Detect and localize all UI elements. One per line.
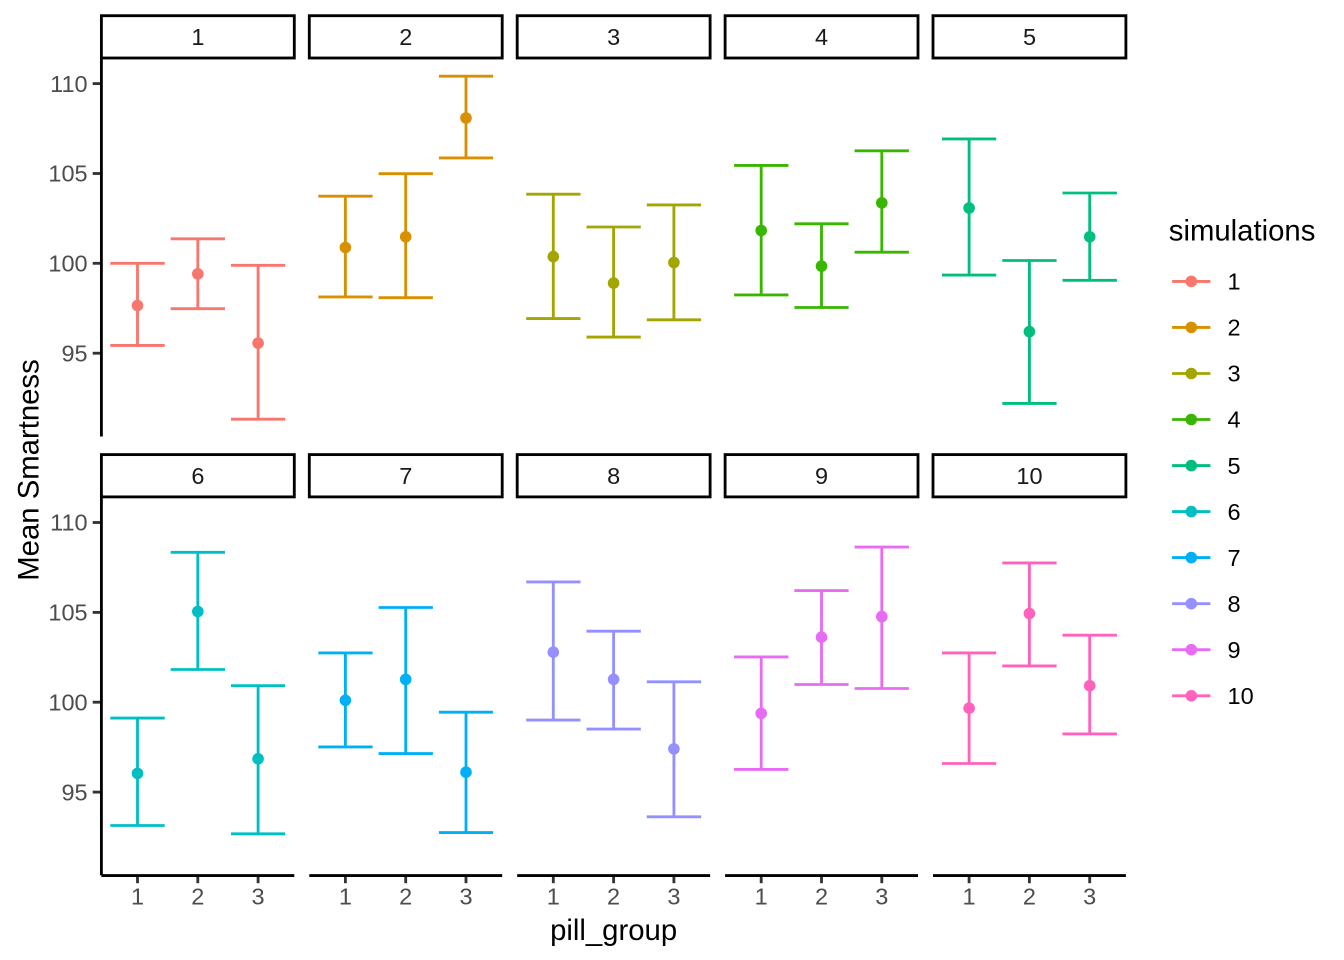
- svg-text:3: 3: [1228, 361, 1241, 387]
- svg-text:1: 1: [1228, 269, 1241, 295]
- svg-text:5: 5: [1023, 24, 1036, 50]
- svg-text:3: 3: [875, 884, 888, 910]
- svg-text:4: 4: [815, 24, 828, 50]
- svg-text:Mean Smartness: Mean Smartness: [12, 359, 45, 580]
- svg-text:2: 2: [815, 884, 828, 910]
- svg-text:6: 6: [191, 463, 204, 489]
- svg-text:7: 7: [399, 463, 412, 489]
- svg-text:10: 10: [1228, 683, 1254, 709]
- svg-text:2: 2: [399, 884, 412, 910]
- svg-text:8: 8: [1228, 591, 1241, 617]
- svg-text:pill_group: pill_group: [550, 914, 677, 947]
- svg-text:7: 7: [1228, 545, 1241, 571]
- svg-text:6: 6: [1228, 499, 1241, 525]
- svg-text:2: 2: [1023, 884, 1036, 910]
- svg-text:3: 3: [252, 884, 265, 910]
- svg-text:2: 2: [607, 884, 620, 910]
- svg-text:8: 8: [607, 463, 620, 489]
- svg-text:9: 9: [815, 463, 828, 489]
- svg-text:2: 2: [1228, 315, 1241, 341]
- svg-text:110: 110: [50, 71, 87, 97]
- svg-text:3: 3: [667, 884, 680, 910]
- svg-text:1: 1: [755, 884, 768, 910]
- svg-text:4: 4: [1228, 407, 1241, 433]
- svg-text:105: 105: [48, 161, 87, 187]
- svg-text:1: 1: [131, 884, 144, 910]
- svg-text:100: 100: [48, 689, 87, 715]
- svg-text:3: 3: [1083, 884, 1096, 910]
- svg-text:1: 1: [191, 24, 204, 50]
- svg-text:3: 3: [607, 24, 620, 50]
- svg-text:95: 95: [61, 779, 87, 805]
- svg-text:105: 105: [48, 600, 87, 626]
- svg-text:95: 95: [61, 340, 87, 366]
- svg-text:1: 1: [339, 884, 352, 910]
- svg-text:3: 3: [459, 884, 472, 910]
- svg-text:1: 1: [963, 884, 976, 910]
- svg-text:10: 10: [1016, 463, 1042, 489]
- svg-text:1: 1: [547, 884, 560, 910]
- svg-text:simulations: simulations: [1169, 215, 1316, 248]
- svg-text:100: 100: [48, 251, 87, 277]
- svg-text:9: 9: [1228, 637, 1241, 663]
- svg-text:5: 5: [1228, 453, 1241, 479]
- svg-text:2: 2: [399, 24, 412, 50]
- svg-text:2: 2: [191, 884, 204, 910]
- svg-text:110: 110: [50, 510, 87, 536]
